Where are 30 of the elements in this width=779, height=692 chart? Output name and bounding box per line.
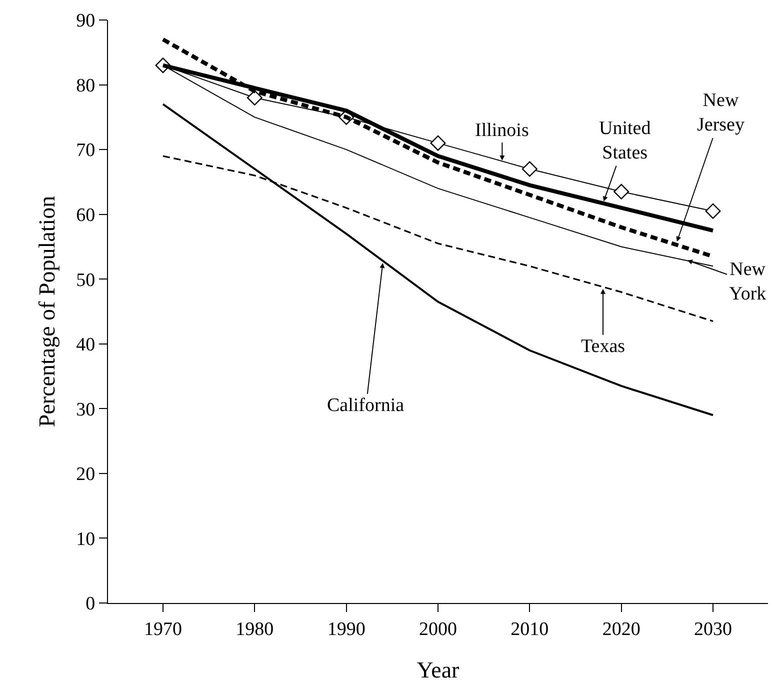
x-tick-label: 2000 bbox=[419, 618, 457, 640]
x-tick-label: 2020 bbox=[602, 618, 640, 640]
point bbox=[614, 184, 630, 200]
annotation: Illinois bbox=[475, 120, 529, 141]
y-tick-label: 70 bbox=[76, 140, 96, 162]
y-tick-label: 60 bbox=[76, 204, 96, 226]
point bbox=[522, 161, 538, 177]
x-axis-title: Year bbox=[416, 658, 460, 682]
y-tick-label: 50 bbox=[76, 270, 96, 291]
annotation: United States bbox=[599, 118, 652, 164]
y-tick-label: 90 bbox=[76, 10, 96, 32]
annotation: New Jersey bbox=[697, 90, 745, 136]
annotation: New York bbox=[729, 259, 767, 305]
point bbox=[430, 135, 446, 151]
y-tick-label: 10 bbox=[76, 528, 96, 550]
x-tick-label: 2030 bbox=[694, 618, 732, 640]
y-tick-label: 0 bbox=[86, 594, 96, 615]
y-tick-label: 80 bbox=[76, 75, 96, 96]
y-axis-title: Percentage of Population bbox=[34, 195, 60, 428]
y-tick-label: 30 bbox=[76, 399, 96, 420]
x-tick-label: 1970 bbox=[144, 618, 182, 640]
annotation: California bbox=[327, 395, 405, 416]
point bbox=[246, 90, 262, 106]
x-tick-label: 2010 bbox=[510, 618, 549, 640]
x-tick-label: 1990 bbox=[327, 618, 366, 640]
x-tick-label: 1980 bbox=[236, 618, 274, 640]
point bbox=[705, 203, 721, 219]
annotation: Texas bbox=[581, 336, 626, 357]
y-tick-label: 40 bbox=[76, 334, 96, 356]
y-tick-label: 20 bbox=[76, 464, 96, 486]
